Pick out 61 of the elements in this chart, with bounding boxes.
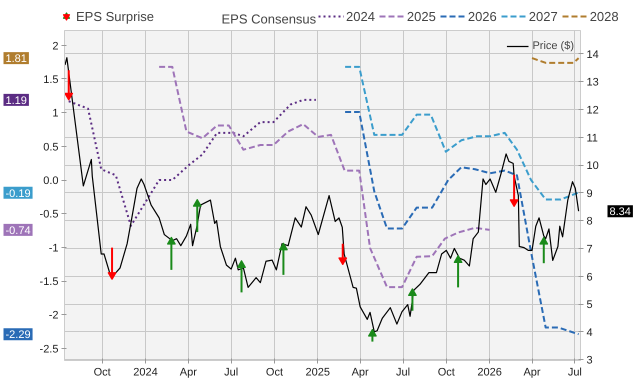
x-tick-label: Jul bbox=[396, 366, 410, 378]
x-tick-label: Oct bbox=[266, 366, 284, 378]
y2-tick-label: 11 bbox=[586, 132, 598, 144]
legend-title: EPS Consensus bbox=[222, 12, 317, 26]
x-tick-label: 2026 bbox=[477, 366, 502, 378]
y2-tick-label: 3 bbox=[586, 354, 593, 367]
legend-label: 2027 bbox=[528, 8, 558, 24]
x-tick-label: Apr bbox=[180, 366, 198, 378]
y2-tick-label: 14 bbox=[586, 48, 599, 61]
text: 8.34 bbox=[610, 206, 631, 218]
y2-tick-label: 8 bbox=[586, 216, 593, 228]
y2-tick-label: 10 bbox=[586, 160, 599, 172]
text: -2.29 bbox=[6, 329, 31, 342]
point bbox=[237, 260, 246, 268]
point bbox=[278, 242, 288, 250]
x-tick-label: 2024 bbox=[133, 366, 158, 378]
point bbox=[539, 236, 548, 245]
legend-label: 2025 bbox=[406, 8, 436, 24]
y2-tick-label: 13 bbox=[586, 76, 599, 89]
line-series bbox=[344, 66, 579, 201]
y2-tick-label: 5 bbox=[586, 299, 593, 312]
y-tick-label: 1 bbox=[52, 108, 59, 120]
y-tick-label: -0.5 bbox=[40, 208, 59, 221]
legend-label: 2024 bbox=[346, 8, 375, 24]
y-tick-label: 0.0 bbox=[43, 175, 59, 188]
text: -0.74 bbox=[6, 224, 31, 237]
y-tick-label: 1.5 bbox=[43, 74, 59, 86]
y-tick-label: 0.5 bbox=[43, 141, 59, 154]
y2-tick-label: 9 bbox=[586, 188, 593, 200]
y-tick-label: -1.5 bbox=[40, 276, 59, 288]
y-tick-label: -2 bbox=[48, 310, 58, 322]
y2-tick-label: 4 bbox=[586, 326, 593, 339]
x-tick-label: Oct bbox=[438, 366, 455, 378]
text: 1.19 bbox=[6, 94, 27, 107]
point bbox=[192, 198, 202, 207]
x-tick-label: Oct bbox=[94, 366, 111, 378]
point bbox=[368, 328, 377, 337]
x-tick-label: Apr bbox=[352, 366, 370, 378]
y-tick-label: -2.5 bbox=[40, 343, 59, 356]
x-tick-label: Jul bbox=[224, 366, 238, 378]
point bbox=[510, 199, 519, 208]
legend-label: 2026 bbox=[468, 8, 497, 24]
legend-label: EPS Surprise bbox=[76, 8, 154, 24]
point bbox=[454, 255, 463, 263]
text: 1.81 bbox=[6, 53, 27, 66]
point bbox=[166, 236, 176, 245]
line-series bbox=[344, 110, 580, 336]
y2-tick-label: 12 bbox=[586, 104, 599, 116]
y-tick-label: 2 bbox=[52, 40, 59, 52]
x-tick-label: Apr bbox=[523, 366, 541, 378]
text: -0.19 bbox=[6, 188, 31, 200]
x-tick-label: 2025 bbox=[306, 366, 330, 378]
line-series bbox=[158, 66, 491, 288]
y2-tick-label: 7 bbox=[586, 243, 593, 256]
legend-label: 2028 bbox=[590, 8, 619, 24]
x-tick-label: Jul bbox=[568, 366, 582, 378]
y2-tick-label: 6 bbox=[586, 271, 593, 284]
y-tick-label: -1 bbox=[48, 242, 58, 254]
point bbox=[408, 288, 417, 296]
legend-label: Price ($) bbox=[532, 40, 574, 52]
point bbox=[64, 92, 74, 101]
